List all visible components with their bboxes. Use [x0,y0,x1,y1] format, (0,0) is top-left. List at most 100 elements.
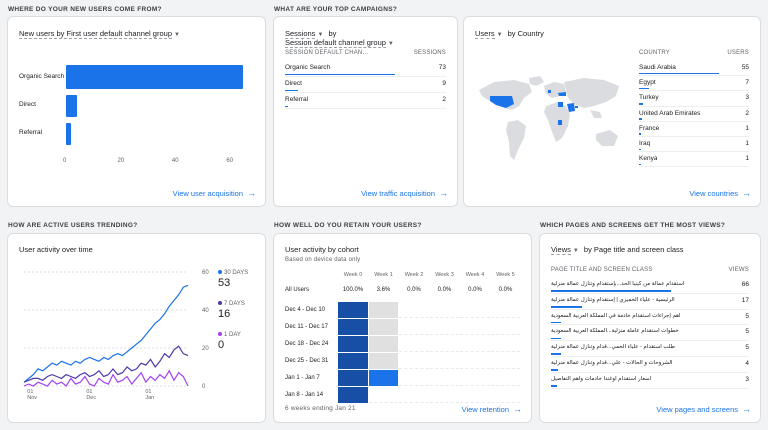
arrow-right-icon: → [742,188,751,198]
cohort-cell[interactable] [399,370,429,386]
acquisition-card-title[interactable]: New users by First user default channel … [19,29,180,39]
cohort-cell[interactable] [338,387,368,403]
country-row[interactable]: United Arab Emirates 2 [639,107,749,122]
view-countries-link[interactable]: View countries → [689,188,751,198]
x-tick-label: Dec [86,395,96,401]
pages-card-title[interactable]: Views ▼ by Page title and screen class [551,245,684,255]
map-country-usa [490,96,514,108]
country-row-value: 55 [741,64,749,71]
cohort-cell[interactable] [490,387,520,403]
country-row-label: Kenya [639,155,658,163]
bar-label: Direct [19,101,36,108]
view-user-acquisition-link[interactable]: View user acquisition → [172,188,256,198]
cohort-cell[interactable] [399,336,429,352]
cohort-cell[interactable] [368,387,398,403]
country-row[interactable]: Turkey 3 [639,91,749,107]
cohort-cell[interactable] [490,353,520,369]
campaign-row[interactable]: Direct 9 [285,77,446,93]
cohort-cell[interactable] [399,353,429,369]
cohort-cell[interactable] [368,302,398,318]
legend-value: 0 [218,339,225,351]
campaign-row[interactable]: Organic Search 73 [285,61,446,77]
cohort-cell[interactable] [399,302,429,318]
pages-table: PAGE TITLE AND SCREEN CLASS VIEWS استقدا… [551,267,749,397]
cohort-cell[interactable] [338,336,368,352]
cohort-cell[interactable] [338,370,368,386]
map-region-africa [544,102,570,142]
cohort-cell[interactable] [490,319,520,335]
world-map[interactable] [474,72,626,172]
legend-item: 7 DAYS 16 [218,301,245,320]
cohort-cell[interactable] [338,353,368,369]
bar[interactable] [66,95,77,117]
country-row-bar [639,103,643,105]
country-row-label: France [639,124,660,132]
cohort-cell[interactable] [429,387,459,403]
page-row[interactable]: أسعار استقدام أوغندا خادمات وأهم التفاصي… [551,373,749,389]
cohort-cell[interactable] [490,370,520,386]
cohort-all-users-value: 0.0% [407,287,421,293]
arrow-right-icon: → [439,188,448,198]
x-tick-label: 40 [171,158,179,164]
legend-label: 30 DAYS [224,270,249,276]
arrow-right-icon: → [247,188,256,198]
page-row[interactable]: استقدام عمالة من كينيا الحد...بإستقدام و… [551,278,749,294]
cohort-cell[interactable] [368,319,398,335]
page-row-label: خطوات استقدام عاملة منزلية...المملكة الع… [551,328,679,335]
campaigns-card-title[interactable]: Sessions ▼ by Session default channel gro… [285,29,394,48]
cohort-cell[interactable] [429,336,459,352]
cohort-cell[interactable] [338,319,368,335]
page-row[interactable]: طلب استقدام - علياء الخمي...قدام وتنازل … [551,341,749,357]
bar[interactable] [66,65,243,89]
campaign-row[interactable]: Referral 2 [285,93,446,109]
col-header-views: VIEWS [728,267,749,273]
campaign-row-bar [285,105,289,107]
cohort-cell[interactable] [368,336,398,352]
legend-label: 7 DAYS [224,301,245,307]
campaign-row-value: 9 [442,80,446,87]
cohort-cell[interactable] [429,353,459,369]
cohort-cell[interactable] [399,387,429,403]
page-row-value: 4 [745,360,749,367]
map-country-egypt [558,102,563,107]
country-row[interactable]: Kenya 1 [639,152,749,168]
view-retention-link[interactable]: View retention → [461,404,522,414]
cohort-cell[interactable] [460,319,490,335]
campaign-row-label: Direct [285,80,302,87]
page-row-value: 5 [745,312,749,320]
country-row[interactable]: Saudi Arabia 55 [639,61,749,77]
activity-card: User activity over time 60 40 20 0 01 Nov 01 De… [7,233,266,423]
cohort-cell[interactable] [460,353,490,369]
dropdown-icon: ▼ [317,32,324,38]
cohort-all-users-value: 0.0% [437,287,452,293]
cohort-cell[interactable] [460,370,490,386]
cohort-cell[interactable] [429,302,459,318]
page-row[interactable]: الشروحات و الحالات - علي...قدام وتنازل ع… [551,357,749,373]
page-row[interactable]: خطوات استقدام عاملة منزلية...المملكة الع… [551,325,749,342]
country-row[interactable]: Egypt 7 [639,76,749,92]
legend-value: 53 [218,277,231,289]
cohort-cell[interactable] [399,319,429,335]
cohort-cell[interactable] [338,302,368,318]
bar[interactable] [66,123,72,145]
cohort-cell[interactable] [429,370,459,386]
country-row[interactable]: Iraq 1 [639,137,749,153]
cohort-week-header: Week 5 [496,272,515,278]
cohort-cell[interactable] [490,336,520,352]
cohort-cell[interactable] [368,353,398,369]
cohort-subtitle: Based on device data only [285,257,361,263]
cohort-cell[interactable] [460,302,490,318]
map-region-australia [596,130,618,146]
page-row[interactable]: الرئيسية - علياء الخميزي | إستقدام وتناز… [551,294,749,310]
cohort-cell[interactable] [368,370,398,386]
page-row[interactable]: اهم إجراءات استقدام خادمة في المملكة الع… [551,310,749,326]
view-pages-link[interactable]: View pages and screens → [656,404,751,414]
view-traffic-acquisition-link[interactable]: View traffic acquisition → [361,188,448,198]
cohort-cell[interactable] [490,302,520,318]
cohort-cell[interactable] [460,387,490,403]
country-card-title[interactable]: Users ▼ by Country [475,29,544,39]
country-row[interactable]: France 1 [639,122,749,137]
cohort-cell[interactable] [429,319,459,335]
country-row-label: Iraq [639,140,651,147]
cohort-cell[interactable] [460,336,490,352]
